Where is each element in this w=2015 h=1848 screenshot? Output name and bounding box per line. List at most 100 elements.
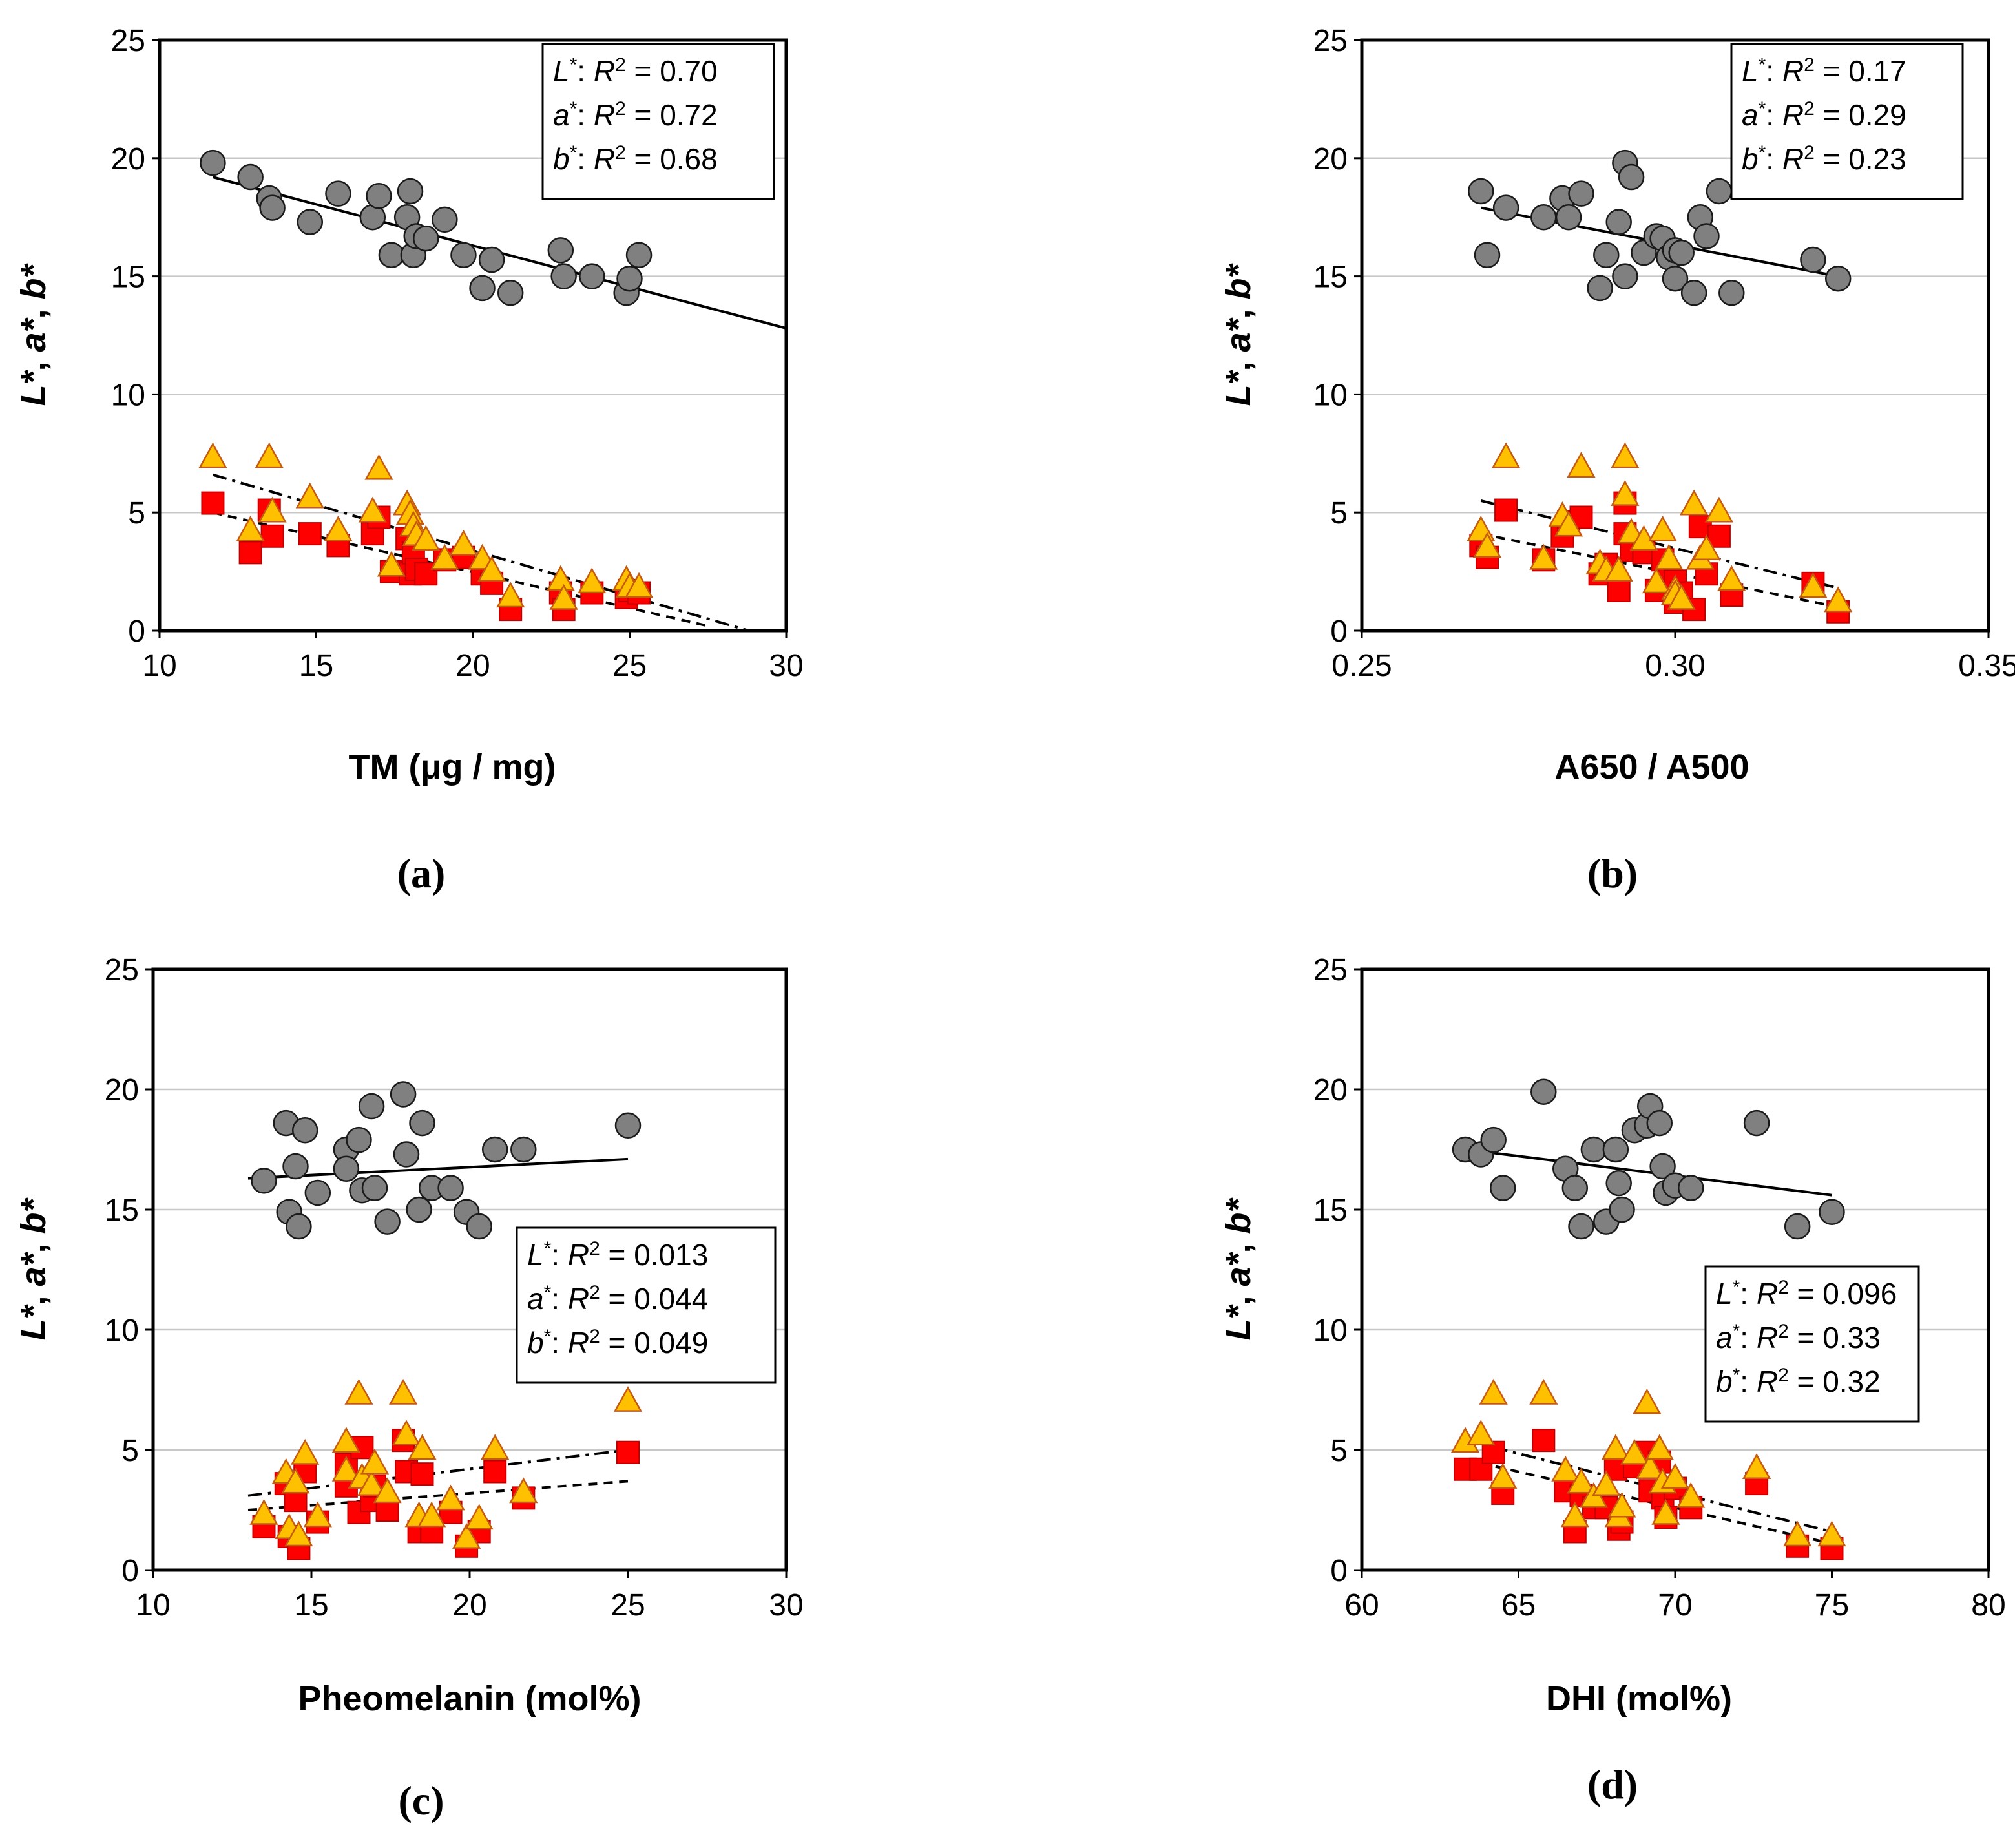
data-point-L: [1605, 1170, 1632, 1197]
data-point-L: [1605, 209, 1632, 235]
data-point-b: [1620, 1438, 1649, 1465]
data-point-L: [1530, 204, 1557, 231]
data-point-a: [260, 524, 284, 548]
data-point-b: [1529, 1378, 1558, 1405]
data-point-b: [1529, 543, 1558, 570]
data-point-b: [509, 1477, 538, 1504]
y-axis-title: L*, a*, b*: [14, 1197, 53, 1340]
data-point-L: [397, 178, 424, 205]
data-point-L: [1819, 1199, 1845, 1225]
y-tick-label: 25: [1313, 24, 1348, 58]
x-tick-label: 15: [294, 1588, 328, 1622]
data-point-b: [303, 1501, 332, 1528]
legend-entry-a: a*: R2 = 0.044: [527, 1282, 708, 1316]
data-point-a: [1707, 524, 1731, 548]
data-point-L: [547, 237, 574, 264]
data-point-b: [430, 543, 459, 570]
data-point-a: [201, 491, 225, 515]
data-point-b: [360, 1448, 390, 1475]
data-point-L: [616, 266, 643, 292]
data-point-b: [1488, 1463, 1518, 1489]
data-point-b: [1824, 586, 1853, 613]
series-b-points: [198, 442, 654, 610]
data-point-b: [408, 1434, 437, 1460]
data-point-b: [1567, 1467, 1596, 1494]
panel-a: 0 5 10 15 20 25 10 15 20 25 30 L*: R2 = 0.70 a*: R2 …: [14, 24, 804, 896]
data-point-b: [1692, 534, 1721, 560]
plot-frame: [158, 38, 788, 633]
y-axis-title: L*, a*, b*: [1219, 1197, 1258, 1340]
y-tick-label: 20: [111, 142, 145, 176]
data-point-L: [1492, 194, 1519, 221]
x-tick-label: 25: [611, 1588, 645, 1622]
data-point-b: [1645, 1434, 1674, 1460]
data-point-b: [284, 1520, 313, 1547]
legend-entry-b: b*: R2 = 0.32: [1716, 1365, 1881, 1398]
legend-entry-a: a*: R2 = 0.72: [553, 98, 718, 132]
panel-c: 0 5 10 15 20 25 10 15 20 25 30 L*: R2 = 0.013 a*: R2…: [14, 953, 804, 1823]
data-point-b: [373, 1477, 402, 1504]
data-point-b: [1660, 1463, 1690, 1489]
data-point-b: [477, 556, 506, 582]
data-point-b: [1467, 1420, 1496, 1445]
x-axis-title: DHI (mol%): [1546, 1679, 1732, 1718]
data-point-L: [200, 149, 226, 176]
legend-entry-L: L*: R2 = 0.096: [1716, 1277, 1897, 1310]
plot-frame: [1360, 38, 1990, 633]
x-tick-label: 15: [299, 649, 333, 683]
data-point-L: [1649, 1153, 1676, 1180]
y-tick-label: 5: [128, 496, 145, 530]
x-tick-label: 75: [1815, 1588, 1849, 1622]
legend-entry-a: a*: R2 = 0.29: [1742, 98, 1906, 132]
data-point-L: [450, 242, 477, 268]
legend: L*: R2 = 0.17 a*: R2 = 0.29 b*: R2 = 0.23: [1730, 43, 1964, 200]
data-point-b: [1676, 1482, 1706, 1508]
data-point-L: [358, 1093, 385, 1120]
data-point-L: [1490, 1175, 1516, 1201]
panel-label-a: (a): [397, 850, 446, 896]
data-point-b: [255, 442, 284, 468]
series-L-points: [1452, 1078, 1845, 1240]
y-tick-label: 10: [105, 1314, 139, 1348]
y-axis-title: L*, a*, b*: [14, 262, 53, 406]
data-point-b: [1633, 1388, 1662, 1414]
data-point-L: [291, 1117, 318, 1144]
data-point-L: [378, 242, 405, 268]
data-point-b: [449, 529, 478, 556]
data-point-b: [1667, 583, 1696, 610]
data-point-L: [1678, 1175, 1704, 1201]
data-point-b: [412, 525, 441, 551]
y-tick-label: 15: [1313, 260, 1348, 295]
x-tick-label: 20: [455, 649, 490, 683]
data-point-b: [1567, 452, 1596, 478]
data-point-b: [198, 442, 227, 468]
data-point-L: [1668, 239, 1695, 266]
data-point-b: [331, 1455, 361, 1482]
data-point-b: [624, 572, 654, 598]
data-point-L: [1568, 1213, 1594, 1240]
y-tick-label: 10: [1313, 1314, 1348, 1348]
data-point-L: [1706, 178, 1733, 205]
legend-entry-L: L*: R2 = 0.17: [1742, 54, 1906, 88]
data-point-L: [1693, 223, 1720, 249]
plot-frame: [151, 967, 788, 1572]
data-point-L: [550, 263, 577, 289]
data-point-b: [578, 567, 607, 594]
trendline-b-dashdot: [1480, 499, 1839, 590]
data-point-L: [466, 1213, 492, 1240]
legend: L*: R2 = 0.013 a*: R2 = 0.044 b*: R2 = 0.0…: [516, 1226, 777, 1384]
data-point-b: [1642, 567, 1671, 594]
data-point-L: [1468, 178, 1494, 205]
data-point-L: [409, 1109, 435, 1137]
data-point-b: [1704, 496, 1734, 523]
data-point-b: [1817, 1520, 1846, 1547]
data-point-L: [361, 1175, 388, 1201]
data-point-L: [1587, 275, 1613, 302]
y-tick-label: 25: [111, 24, 145, 58]
data-point-L: [366, 183, 392, 209]
y-tick-label: 10: [1313, 378, 1348, 412]
data-point-L: [625, 242, 653, 268]
data-point-L: [579, 263, 605, 289]
data-point-b: [1554, 510, 1583, 537]
panel-label-c: (c): [398, 1778, 444, 1823]
